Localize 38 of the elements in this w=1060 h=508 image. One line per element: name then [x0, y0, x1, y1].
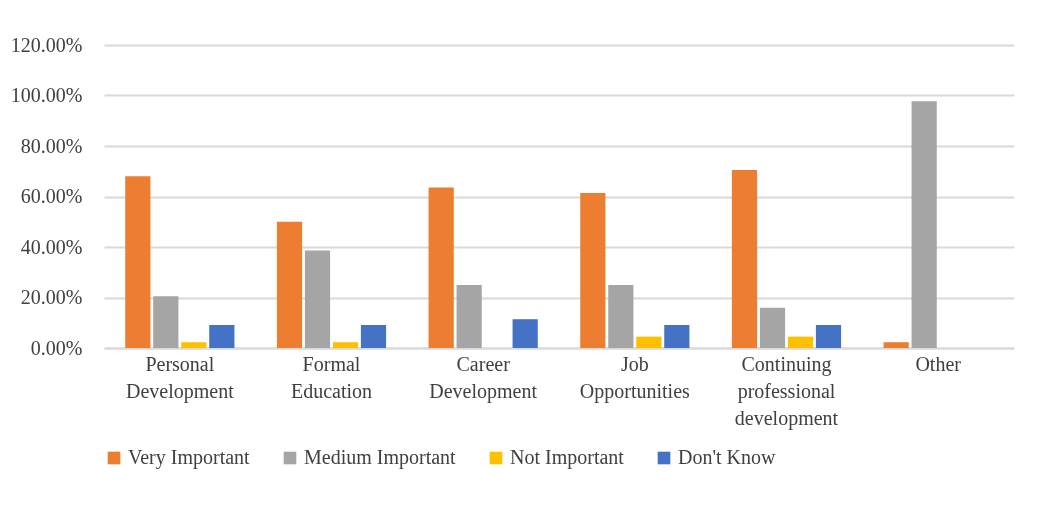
- y-tick-label: 0.00%: [30, 336, 83, 359]
- bar: [911, 101, 937, 348]
- bar: [276, 221, 303, 348]
- y-tick-label: 40.00%: [20, 235, 83, 258]
- y-tick-label: 100.00%: [10, 84, 83, 106]
- bar: [360, 325, 387, 348]
- bar: [125, 176, 151, 348]
- bar: [787, 336, 814, 348]
- bar: [580, 192, 606, 348]
- bar: [428, 187, 454, 348]
- bar: [456, 284, 482, 348]
- legend-label: Very Important: [128, 446, 251, 469]
- legend-label: Medium Important: [304, 446, 457, 469]
- x-tick-label: Other: [915, 352, 962, 375]
- y-tick-label: 80.00%: [20, 134, 83, 157]
- x-tick-label: Continuing professional development: [734, 352, 839, 430]
- bar: [759, 307, 786, 348]
- bar: [304, 250, 331, 348]
- bar: [883, 342, 909, 348]
- bar: [153, 296, 179, 348]
- bar: [731, 169, 758, 348]
- bar: [512, 319, 538, 348]
- bar: [608, 284, 634, 348]
- x-tick-label: Formal Education: [290, 352, 373, 402]
- x-tick-label: Job Opportunities: [579, 352, 691, 403]
- legend-label: Not Important: [510, 446, 625, 469]
- bar: [209, 325, 235, 348]
- y-tick-label: 120.00%: [10, 33, 83, 56]
- bar: [332, 342, 359, 348]
- legend-label: Don't Know: [678, 446, 777, 468]
- x-tick-label: Personal Development: [125, 352, 235, 403]
- bar: [815, 325, 842, 348]
- bar: [664, 325, 690, 348]
- y-tick-label: 20.00%: [20, 286, 83, 308]
- y-tick-label: 60.00%: [20, 185, 83, 207]
- x-tick-label: Career Development: [429, 352, 538, 403]
- bar: [636, 336, 662, 348]
- bar: [181, 342, 207, 348]
